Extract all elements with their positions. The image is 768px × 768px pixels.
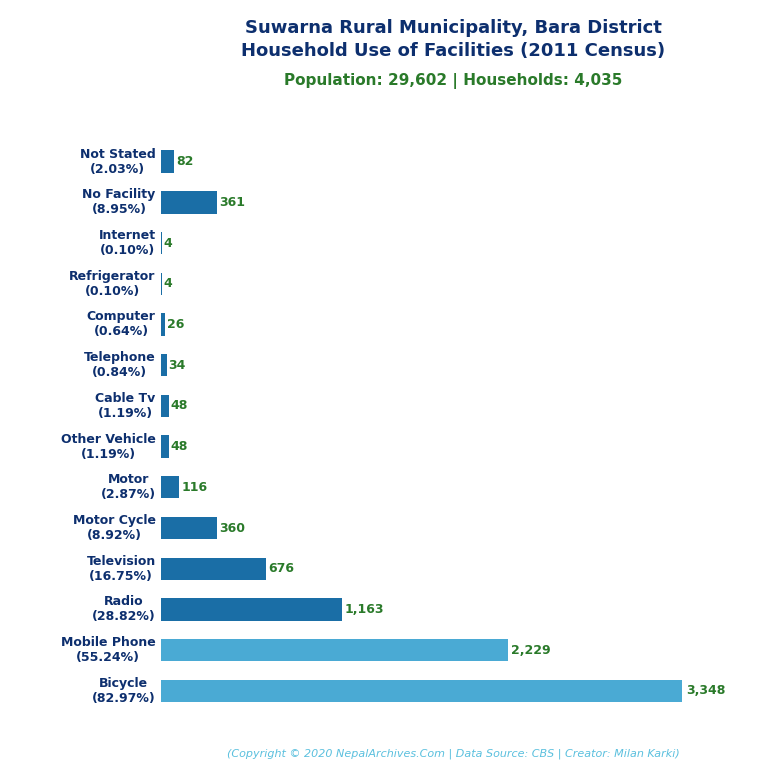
Text: 82: 82 [176,155,194,168]
Bar [161,313,165,336]
Bar [161,191,217,214]
Text: 1,163: 1,163 [344,603,384,616]
Bar [161,558,266,580]
Bar [161,354,167,376]
Bar [161,395,169,417]
Text: 676: 676 [268,562,294,575]
Text: 2,229: 2,229 [511,644,551,657]
Bar [161,680,683,702]
Bar [161,517,217,539]
Text: Population: 29,602 | Households: 4,035: Population: 29,602 | Households: 4,035 [284,73,622,89]
Text: Household Use of Facilities (2011 Census): Household Use of Facilities (2011 Census… [241,42,665,60]
Text: 4: 4 [164,237,173,250]
Text: 3,348: 3,348 [687,684,726,697]
Text: 4: 4 [164,277,173,290]
Text: 26: 26 [167,318,184,331]
Bar [161,639,508,661]
Bar [161,435,169,458]
Text: 34: 34 [168,359,186,372]
Text: Suwarna Rural Municipality, Bara District: Suwarna Rural Municipality, Bara Distric… [245,19,661,37]
Bar [161,598,343,621]
Bar [161,151,174,173]
Bar [161,476,180,498]
Text: 361: 361 [220,196,245,209]
Text: 360: 360 [219,521,245,535]
Text: 48: 48 [170,399,188,412]
Text: 48: 48 [170,440,188,453]
Text: 116: 116 [181,481,207,494]
Text: (Copyright © 2020 NepalArchives.Com | Data Source: CBS | Creator: Milan Karki): (Copyright © 2020 NepalArchives.Com | Da… [227,748,680,759]
